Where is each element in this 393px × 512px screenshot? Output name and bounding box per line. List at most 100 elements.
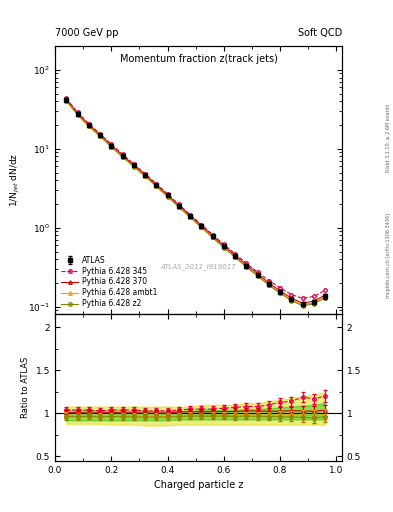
Pythia 6.428 z2 [98, 133, 103, 139]
Pythia 6.428 370 [75, 110, 80, 116]
Text: mcplots.cern.ch [arXiv:1306.3436]: mcplots.cern.ch [arXiv:1306.3436] [386, 214, 391, 298]
Pythia 6.428 ambt1 [210, 234, 215, 240]
Y-axis label: Ratio to ATLAS: Ratio to ATLAS [21, 357, 30, 418]
Pythia 6.428 370 [289, 295, 294, 301]
Pythia 6.428 z2 [109, 144, 114, 150]
Text: Rivet 3.1.10, ≥ 2.6M events: Rivet 3.1.10, ≥ 2.6M events [386, 104, 391, 173]
Pythia 6.428 345 [165, 191, 170, 197]
Line: Pythia 6.428 345: Pythia 6.428 345 [64, 97, 327, 300]
Pythia 6.428 z2 [143, 173, 147, 179]
Pythia 6.428 370 [311, 298, 316, 304]
Pythia 6.428 ambt1 [64, 97, 69, 103]
Pythia 6.428 z2 [154, 183, 159, 189]
Line: Pythia 6.428 ambt1: Pythia 6.428 ambt1 [64, 99, 327, 307]
Pythia 6.428 ambt1 [86, 123, 91, 129]
Pythia 6.428 z2 [199, 224, 204, 230]
Pythia 6.428 ambt1 [300, 302, 305, 308]
Pythia 6.428 345 [266, 278, 271, 284]
Pythia 6.428 ambt1 [233, 253, 237, 260]
Text: Soft QCD: Soft QCD [298, 28, 342, 38]
Legend: ATLAS, Pythia 6.428 345, Pythia 6.428 370, Pythia 6.428 ambt1, Pythia 6.428 z2: ATLAS, Pythia 6.428 345, Pythia 6.428 37… [59, 253, 160, 311]
Pythia 6.428 370 [323, 292, 327, 298]
Pythia 6.428 345 [278, 285, 283, 291]
Pythia 6.428 370 [188, 212, 193, 219]
Pythia 6.428 ambt1 [165, 193, 170, 199]
Pythia 6.428 370 [199, 222, 204, 228]
Pythia 6.428 ambt1 [154, 183, 159, 189]
Text: ATLAS_2011_I919017: ATLAS_2011_I919017 [161, 263, 236, 269]
Pythia 6.428 z2 [188, 214, 193, 220]
Pythia 6.428 ambt1 [176, 204, 181, 210]
Pythia 6.428 ambt1 [188, 214, 193, 220]
Pythia 6.428 345 [323, 287, 327, 293]
Pythia 6.428 z2 [75, 112, 80, 118]
Pythia 6.428 z2 [64, 98, 69, 104]
Pythia 6.428 345 [221, 241, 226, 247]
Pythia 6.428 345 [64, 95, 69, 101]
Pythia 6.428 ambt1 [266, 282, 271, 288]
Pythia 6.428 z2 [221, 245, 226, 251]
Text: 7000 GeV pp: 7000 GeV pp [55, 28, 119, 38]
Pythia 6.428 345 [131, 161, 136, 167]
Pythia 6.428 z2 [244, 264, 249, 270]
Pythia 6.428 345 [188, 211, 193, 218]
Pythia 6.428 345 [255, 269, 260, 275]
Pythia 6.428 ambt1 [75, 111, 80, 117]
Pythia 6.428 z2 [289, 297, 294, 304]
Pythia 6.428 z2 [165, 194, 170, 200]
Pythia 6.428 370 [266, 280, 271, 286]
Pythia 6.428 ambt1 [120, 154, 125, 160]
Pythia 6.428 ambt1 [244, 263, 249, 269]
Pythia 6.428 z2 [176, 204, 181, 210]
Pythia 6.428 370 [176, 202, 181, 208]
Pythia 6.428 370 [244, 262, 249, 268]
Pythia 6.428 ambt1 [323, 294, 327, 300]
Pythia 6.428 345 [143, 170, 147, 177]
Pythia 6.428 370 [64, 96, 69, 102]
Pythia 6.428 370 [109, 142, 114, 148]
Pythia 6.428 z2 [266, 282, 271, 288]
Y-axis label: 1/N$_{jet}$ dN/dz: 1/N$_{jet}$ dN/dz [9, 153, 22, 207]
Pythia 6.428 370 [131, 162, 136, 168]
Pythia 6.428 z2 [233, 254, 237, 260]
Pythia 6.428 345 [154, 181, 159, 187]
X-axis label: Charged particle z: Charged particle z [154, 480, 243, 490]
Pythia 6.428 370 [221, 243, 226, 249]
Pythia 6.428 ambt1 [221, 244, 226, 250]
Pythia 6.428 345 [75, 109, 80, 115]
Pythia 6.428 345 [98, 131, 103, 137]
Pythia 6.428 370 [165, 192, 170, 198]
Pythia 6.428 ambt1 [143, 173, 147, 179]
Pythia 6.428 370 [120, 153, 125, 159]
Pythia 6.428 345 [109, 141, 114, 147]
Pythia 6.428 ambt1 [311, 300, 316, 306]
Pythia 6.428 370 [98, 132, 103, 138]
Text: Momentum fraction z(track jets): Momentum fraction z(track jets) [119, 54, 277, 64]
Pythia 6.428 z2 [210, 234, 215, 241]
Pythia 6.428 345 [300, 295, 305, 302]
Pythia 6.428 370 [210, 232, 215, 239]
Pythia 6.428 345 [199, 222, 204, 228]
Pythia 6.428 345 [244, 260, 249, 266]
Pythia 6.428 z2 [120, 154, 125, 160]
Pythia 6.428 ambt1 [109, 143, 114, 150]
Pythia 6.428 z2 [278, 290, 283, 296]
Pythia 6.428 345 [86, 121, 91, 127]
Pythia 6.428 ambt1 [278, 289, 283, 295]
Pythia 6.428 345 [210, 231, 215, 238]
Pythia 6.428 z2 [131, 163, 136, 169]
Pythia 6.428 ambt1 [289, 296, 294, 303]
Pythia 6.428 370 [143, 172, 147, 178]
Pythia 6.428 370 [86, 122, 91, 128]
Pythia 6.428 345 [311, 293, 316, 300]
Pythia 6.428 370 [278, 288, 283, 294]
Pythia 6.428 z2 [323, 295, 327, 301]
Pythia 6.428 345 [233, 251, 237, 257]
Pythia 6.428 345 [120, 152, 125, 158]
Pythia 6.428 ambt1 [255, 272, 260, 279]
Pythia 6.428 370 [233, 252, 237, 258]
Pythia 6.428 370 [300, 300, 305, 306]
Pythia 6.428 ambt1 [98, 133, 103, 139]
Pythia 6.428 370 [154, 182, 159, 188]
Pythia 6.428 ambt1 [131, 163, 136, 169]
